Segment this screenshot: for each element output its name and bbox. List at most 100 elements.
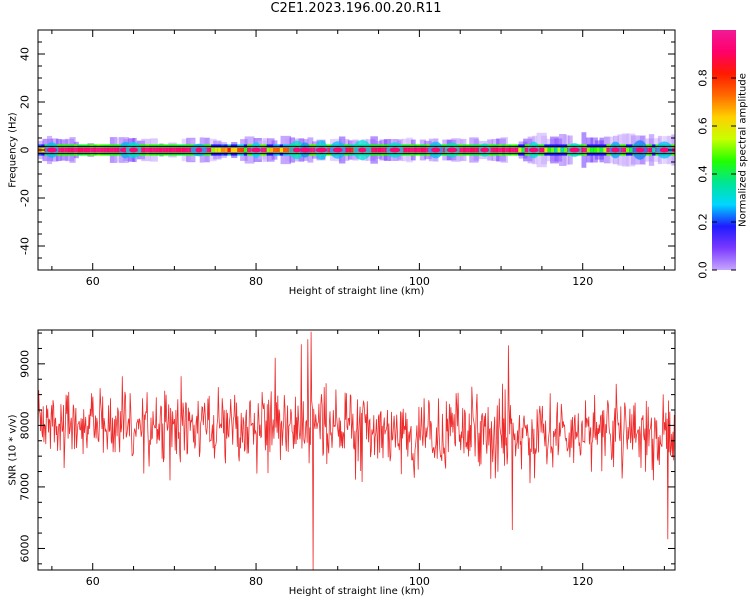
spectrogram-cell: [175, 147, 179, 153]
spectrogram-cell: [541, 147, 545, 153]
spectrogram-cell: [348, 147, 352, 153]
spectrogram-cell: [416, 147, 421, 153]
spectrogram-cell: [423, 147, 427, 153]
snr-ytick-label: 6000: [19, 534, 32, 562]
spectrogram-cell: [90, 147, 94, 153]
spectrogram-cell: [243, 147, 248, 153]
spectrogram-cell: [410, 147, 414, 153]
spectrogram-blob: [528, 147, 539, 153]
spectrogram-cell: [407, 147, 411, 153]
spectrogram-cell: [217, 147, 222, 153]
spectrogram-cell: [247, 147, 251, 153]
spectrogram-cell: [312, 147, 316, 153]
spectrogram-ytick-label: 0: [19, 147, 32, 154]
spectrogram-cell: [145, 147, 150, 153]
spectrogram-cell: [475, 147, 480, 153]
snr-plot-area: [38, 331, 675, 570]
spectrogram-blob: [431, 147, 441, 153]
spectrogram-blob: [251, 147, 261, 153]
spectrogram-ylabel: Frequency (Hz): [8, 112, 19, 188]
spectrogram-cell: [237, 147, 241, 153]
spectrogram-blob: [358, 147, 367, 153]
spectrogram-cell: [165, 147, 169, 153]
spectrogram-xtick-label: 120: [572, 275, 593, 288]
spectrogram-cell: [524, 147, 529, 153]
spectrogram-blob: [389, 147, 401, 153]
colorbar: 0.0 0.2 0.4 0.6 0.8 Normalized spectral ampli…: [697, 30, 749, 279]
spectrogram-cell: [260, 147, 264, 153]
spectrogram-cell: [286, 147, 290, 153]
spectrogram-cell: [273, 147, 277, 153]
spectrogram-cell: [586, 147, 591, 153]
snr-ylabel: SNR (10 * v/v): [8, 414, 19, 485]
spectrogram-ytick-label: -20: [19, 189, 32, 207]
snr-xlabel: Height of straight line (km): [289, 586, 425, 597]
spectrogram-cell: [619, 147, 623, 153]
spectrogram-cell: [403, 147, 408, 153]
spectrogram-cell: [606, 147, 610, 153]
spectrogram-cell: [73, 147, 78, 153]
spectrogram-cell: [384, 147, 388, 153]
spectrogram-cell: [207, 147, 212, 153]
spectrogram-ytick-label: 20: [19, 95, 32, 109]
spectrogram-cell: [550, 147, 555, 153]
spectrogram-blob: [446, 147, 458, 153]
spectrogram-cell: [64, 147, 68, 153]
spectrogram-cell: [518, 147, 522, 153]
spectrogram-cell: [178, 147, 182, 153]
spectrogram-blob: [129, 147, 138, 153]
snr-panel: 60 80 100 120 6000 7000 8000 9000 Height of stra…: [8, 329, 676, 597]
spectrogram-cell: [234, 147, 238, 153]
spectrogram-cell: [158, 147, 163, 153]
snr-ytick-label: 9000: [19, 350, 32, 378]
spectrogram-cell: [652, 147, 656, 153]
spectrogram-cell: [465, 147, 470, 153]
spectrogram-cell: [152, 147, 156, 153]
spectrogram-cell: [622, 147, 627, 153]
spectrogram-blob: [292, 147, 301, 153]
spectrogram-cell: [80, 147, 84, 153]
spectrogram-ytick-label: 40: [19, 47, 32, 61]
colorbar-label: Normalized spectral amplitude: [738, 73, 749, 227]
spectrogram-cell: [70, 147, 75, 153]
spectrogram-cell: [345, 147, 349, 153]
spectrogram-cell: [371, 147, 375, 153]
spectrogram-cell: [593, 147, 597, 153]
spectrogram-blob: [195, 147, 203, 153]
spectrogram-cell: [580, 147, 584, 153]
spectrogram-cell: [469, 147, 473, 153]
spectrogram-cell: [113, 147, 117, 153]
colorbar-tick-label: 0.0: [697, 261, 710, 279]
snr-xtick-label: 80: [249, 575, 263, 588]
spectrogram-cell: [220, 147, 225, 153]
spectrogram-cell: [211, 147, 215, 153]
snr-frame: [37, 329, 676, 571]
spectrogram-cell: [93, 147, 97, 153]
spectrogram-cell: [224, 147, 228, 153]
spectrogram-blob: [299, 147, 311, 153]
spectrogram-cell: [83, 147, 88, 153]
spectrogram-cell: [171, 147, 176, 153]
spectrogram-cell: [472, 147, 476, 153]
spectrogram-cell: [626, 147, 630, 153]
spectrogram-xtick-label: 60: [86, 275, 100, 288]
spectrogram-cell: [495, 147, 499, 153]
spectrogram-cell: [214, 147, 218, 153]
spectrogram-blob: [659, 147, 669, 153]
snr-ytick-label: 8000: [19, 411, 32, 439]
spectrogram-blob: [315, 147, 328, 153]
spectrogram-cell: [521, 147, 525, 153]
spectrogram-blob: [569, 147, 580, 153]
snr-xtick-label: 60: [86, 575, 100, 588]
spectrogram-cell: [508, 147, 512, 153]
spectrogram-cell: [96, 147, 101, 153]
spectrogram-cell: [648, 147, 653, 153]
spectrogram-cell: [498, 147, 503, 153]
snr-xtick-label: 120: [572, 575, 593, 588]
spectrogram-blob: [611, 147, 620, 153]
spectrogram-cell: [557, 147, 561, 153]
spectrogram-cell: [67, 147, 71, 153]
spectrogram-cell: [283, 147, 287, 153]
spectrogram-cell: [276, 147, 280, 153]
